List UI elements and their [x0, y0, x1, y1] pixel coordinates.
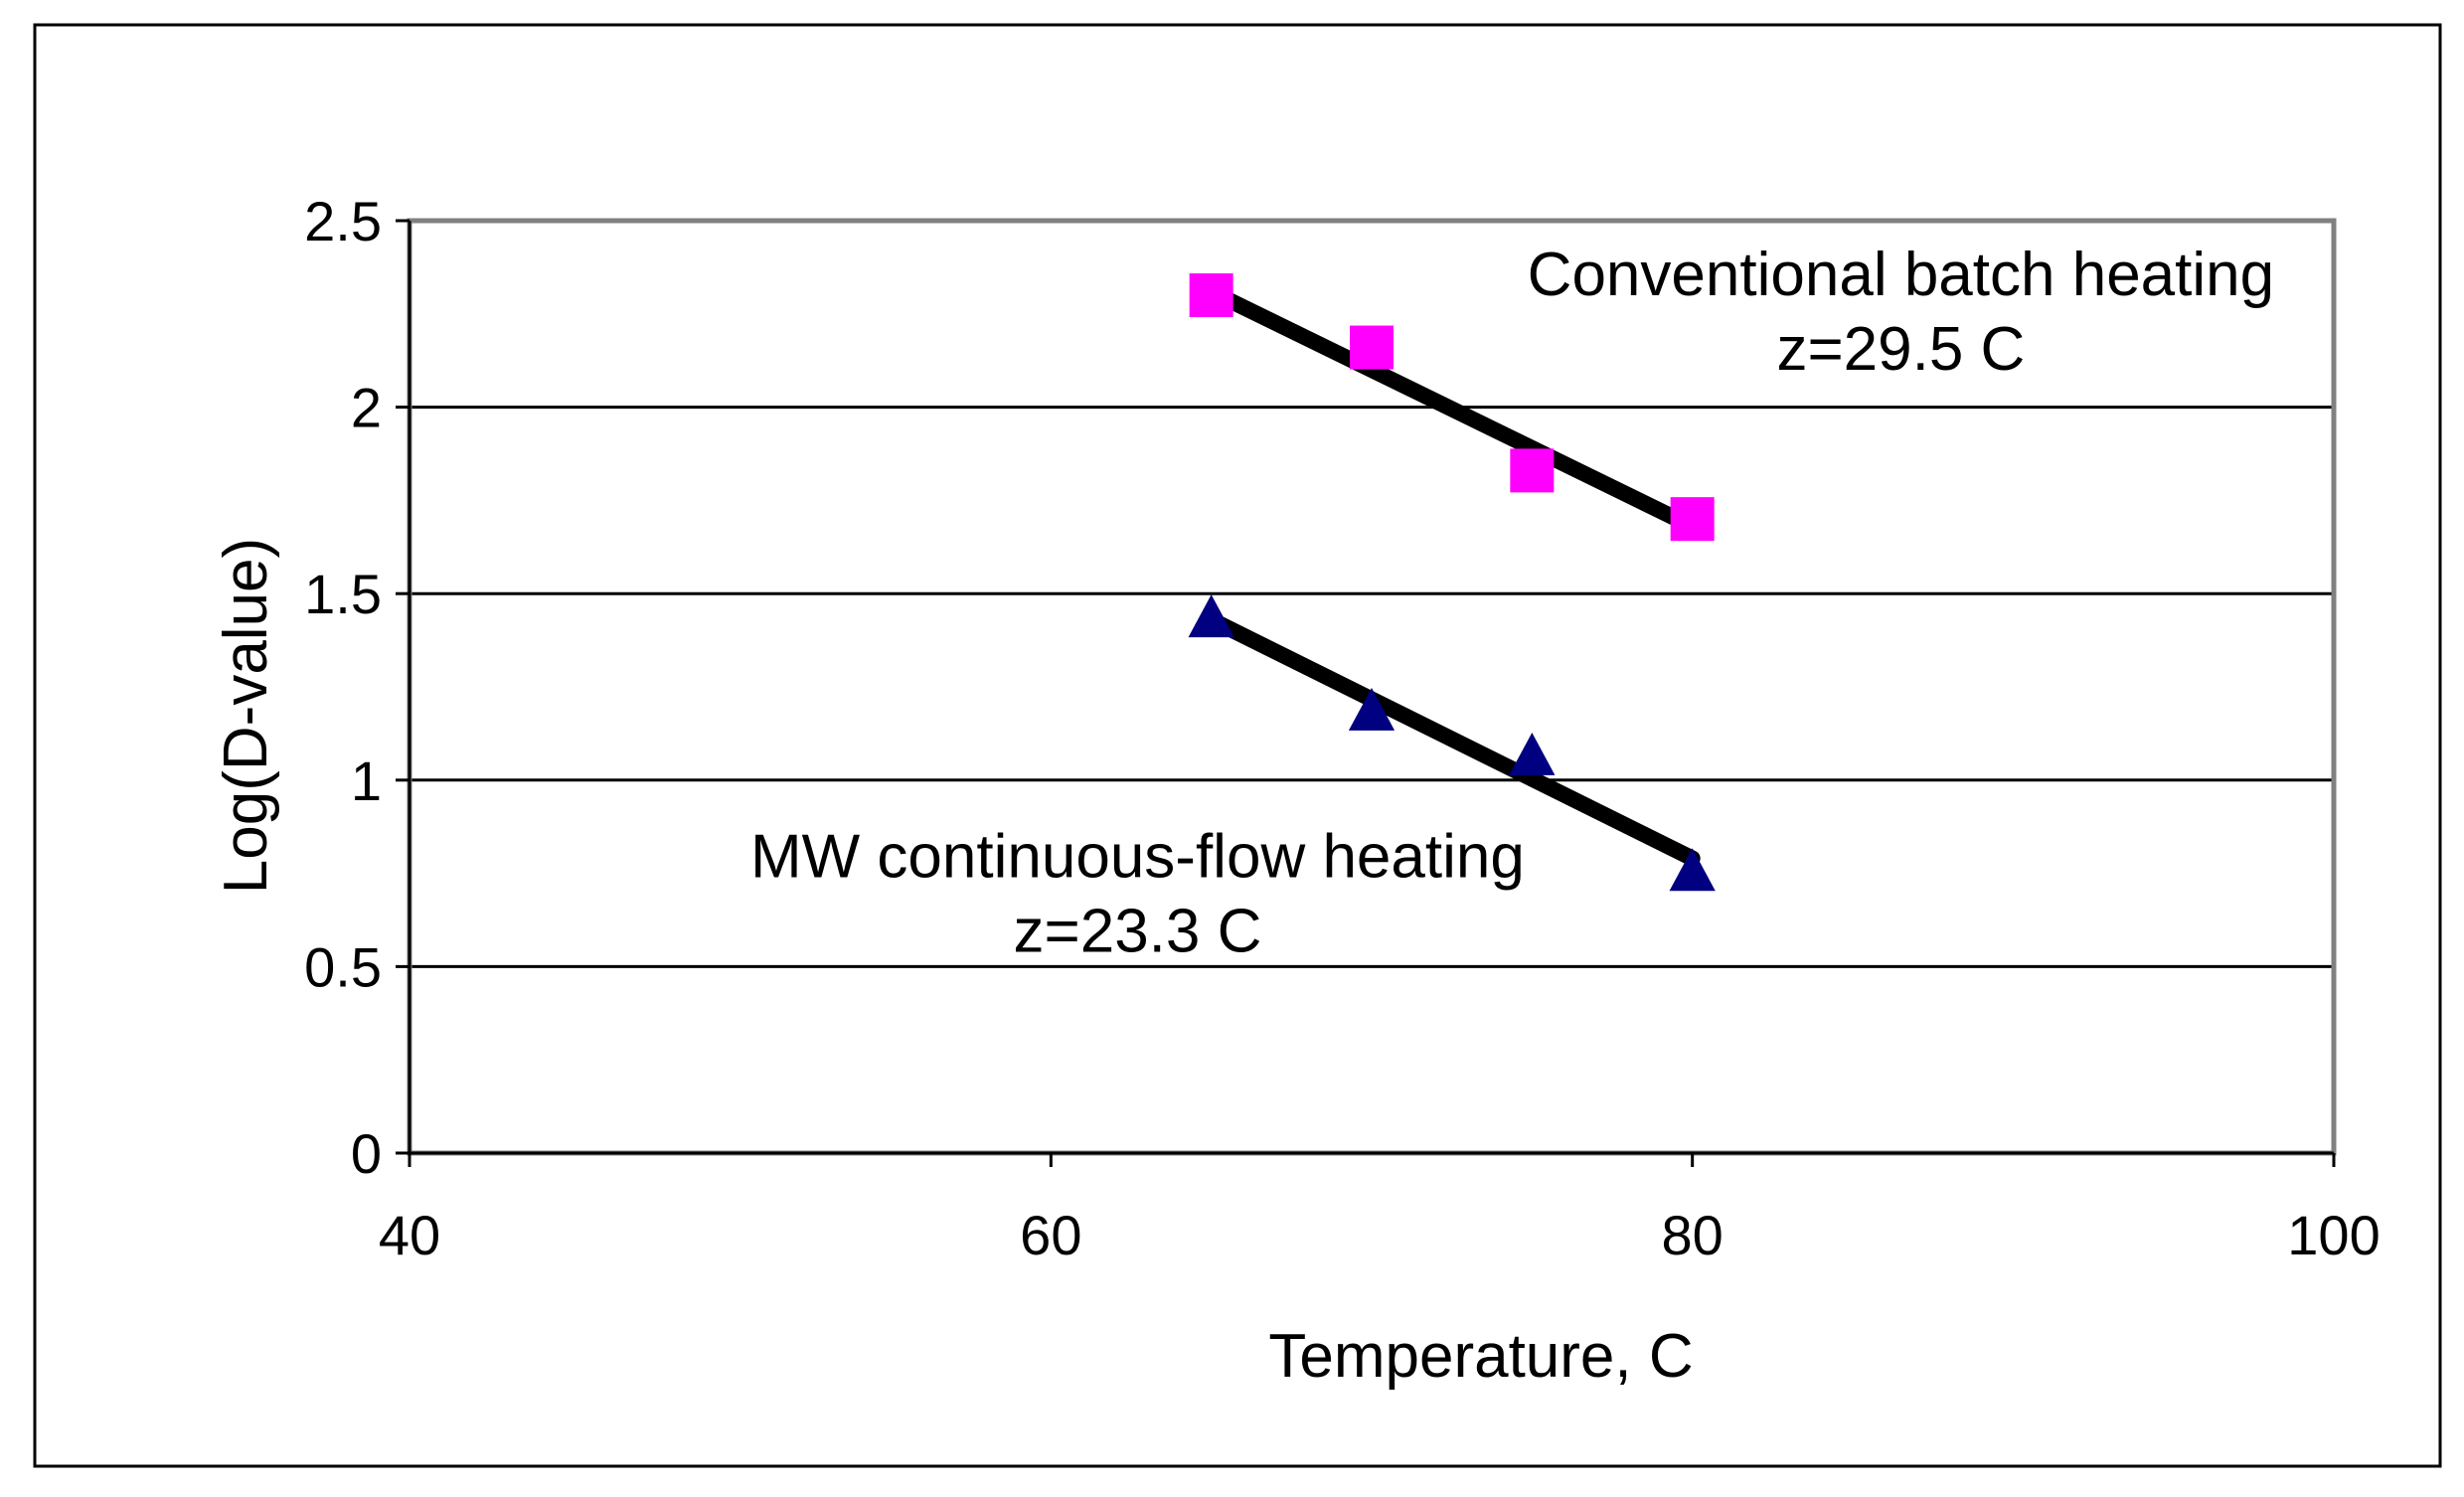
trendline-mw [1203, 611, 1701, 867]
x-tick-label: 40 [379, 1204, 440, 1266]
x-tick-label: 80 [1662, 1204, 1724, 1266]
x-tick-label: 60 [1020, 1204, 1081, 1266]
data-point-triangle [1188, 594, 1234, 638]
data-markers [1188, 273, 1716, 892]
axes [396, 219, 2336, 1167]
data-point-square [1189, 273, 1233, 318]
trendline-conventional [1203, 283, 1701, 535]
x-tick-label: 100 [2287, 1204, 2380, 1266]
tick-labels: 0 0.5 1 1.5 2 2.5 40 60 80 100 [304, 190, 2381, 1266]
y-tick-label: 1.5 [304, 563, 382, 625]
annotation-mw-z: z=23.3 C [1014, 897, 1262, 965]
y-tick-label: 2.5 [304, 190, 382, 252]
y-axis-title: Log(D-value) [212, 538, 280, 894]
data-point-square [1670, 497, 1715, 542]
annotation-mw-name: MW continuous-flow heating [750, 822, 1525, 891]
data-point-triangle [1348, 687, 1396, 731]
y-tick-label: 0.5 [304, 935, 382, 998]
annotation-conv-z: z=29.5 C [1776, 315, 2025, 384]
data-point-square [1510, 448, 1555, 493]
chart-border [33, 23, 2442, 1468]
data-point-triangle [1669, 848, 1716, 892]
y-tick-label: 0 [351, 1122, 382, 1185]
data-point-triangle [1509, 732, 1556, 775]
y-tick-label: 1 [351, 749, 382, 812]
annotation-conv-name: Conventional batch heating [1528, 241, 2274, 309]
data-point-square [1350, 325, 1394, 370]
y-tick-label: 2 [351, 377, 382, 439]
trendlines [1203, 283, 1701, 867]
x-axis-title: Temperature, C [1268, 1322, 1693, 1391]
